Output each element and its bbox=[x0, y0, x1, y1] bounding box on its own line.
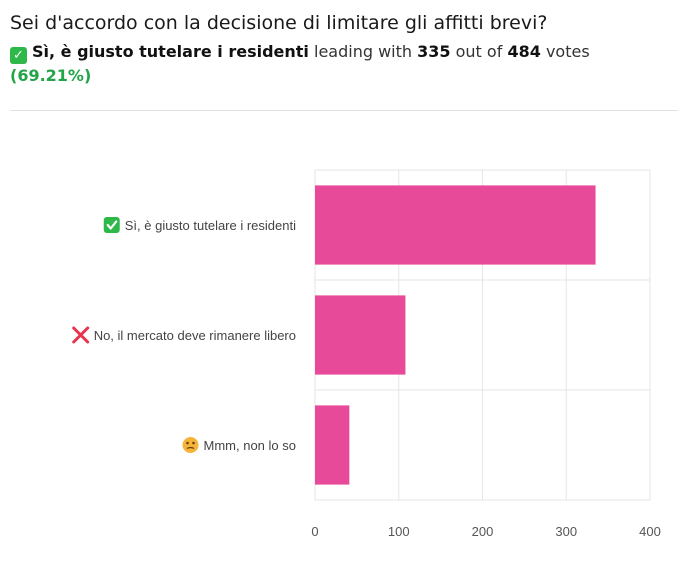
check-icon: ✓ bbox=[10, 47, 27, 64]
poll-summary: ✓ Sì, è giusto tutelare i residenti leadi… bbox=[10, 40, 670, 88]
x-tick-label-2: 200 bbox=[472, 524, 494, 539]
leader-label: Sì, è giusto tutelare i residenti bbox=[32, 42, 309, 61]
cross-icon bbox=[72, 326, 90, 344]
x-tick-label-1: 100 bbox=[388, 524, 410, 539]
out-of-text: out of bbox=[455, 42, 503, 61]
category-label-0: Sì, è giusto tutelare i residenti bbox=[125, 218, 296, 233]
leader-percent: (69.21%) bbox=[10, 66, 92, 85]
x-tick-label-4: 400 bbox=[639, 524, 661, 539]
thinking-emoji-icon bbox=[182, 437, 199, 453]
leading-text: leading with bbox=[314, 42, 413, 61]
votes-text: votes bbox=[545, 42, 590, 61]
leader-votes: 335 bbox=[417, 42, 451, 61]
poll-header: Sei d'accordo con la decisione di limita… bbox=[10, 10, 670, 88]
bar-0 bbox=[315, 185, 596, 265]
bar-2 bbox=[315, 405, 350, 485]
header-divider bbox=[10, 110, 678, 111]
poll-question: Sei d'accordo con la decisione di limita… bbox=[10, 12, 548, 34]
category-label-2: Mmm, non lo so bbox=[204, 438, 296, 453]
category-label-1: No, il mercato deve rimanere libero bbox=[94, 328, 296, 343]
total-votes: 484 bbox=[507, 42, 541, 61]
bar-1 bbox=[315, 295, 406, 375]
x-tick-label-3: 300 bbox=[555, 524, 577, 539]
check-icon bbox=[103, 217, 120, 233]
x-tick-label-0: 0 bbox=[311, 524, 318, 539]
